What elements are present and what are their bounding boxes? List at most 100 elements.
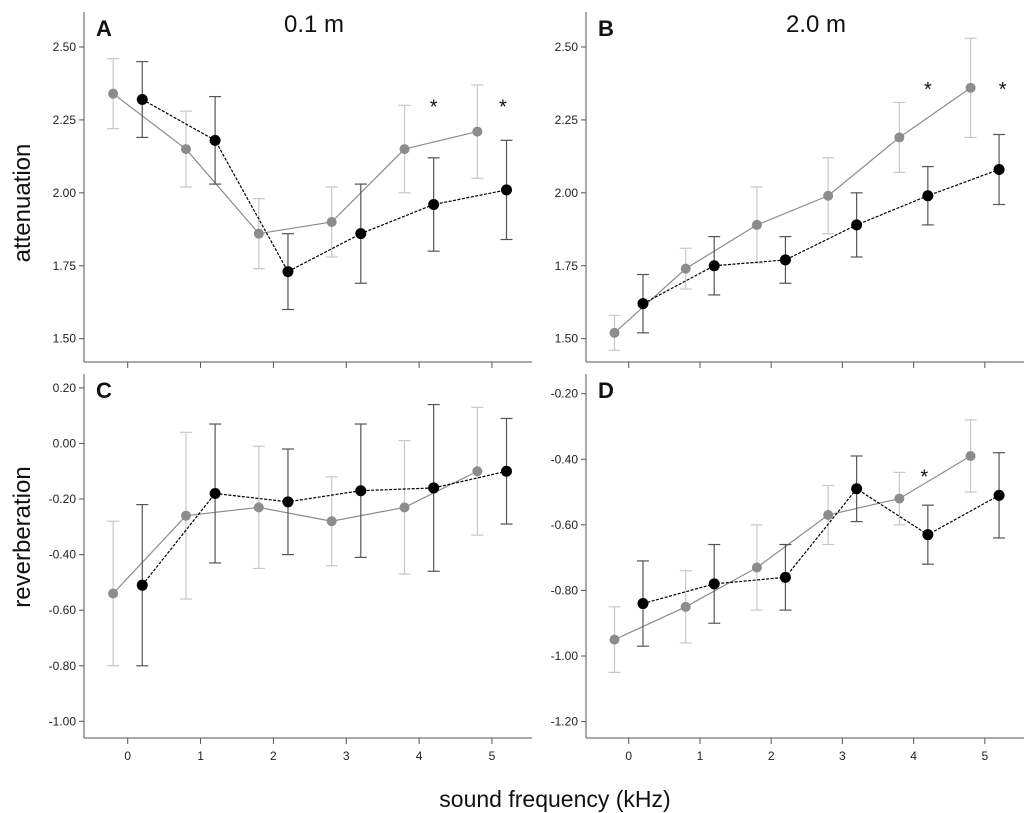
y-tick-label: 1.75 bbox=[53, 259, 77, 273]
panel-c: -1.00 -0.80 -0.60 -0.40 -0.20 0.00 0.20 0 1 2 3 4 5 C bbox=[49, 374, 532, 763]
data-point bbox=[327, 516, 337, 526]
data-point bbox=[709, 578, 720, 589]
data-point bbox=[355, 228, 366, 239]
column-title-left: 0.1 m bbox=[284, 11, 344, 38]
data-point bbox=[994, 164, 1005, 175]
x-tick-label: 1 bbox=[697, 749, 704, 763]
x-tick-label: 2 bbox=[270, 749, 277, 763]
significance-asterisk: * bbox=[920, 467, 928, 489]
series-line bbox=[614, 88, 970, 333]
data-point bbox=[922, 529, 933, 540]
significance-asterisk: * bbox=[430, 96, 438, 118]
xlabel-sound-frequency: sound frequency (kHz) bbox=[439, 786, 670, 812]
x-tick-label: 3 bbox=[343, 749, 350, 763]
y-tick-label: 0.00 bbox=[53, 436, 77, 450]
data-point bbox=[282, 266, 293, 277]
y-tick-label: 2.50 bbox=[53, 40, 77, 54]
y-tick-label: -0.20 bbox=[49, 492, 77, 506]
data-point bbox=[282, 496, 293, 507]
data-point bbox=[472, 466, 482, 476]
data-point bbox=[966, 83, 976, 93]
y-tick-label: 1.75 bbox=[555, 259, 579, 273]
data-point bbox=[181, 511, 191, 521]
data-point bbox=[894, 132, 904, 142]
series-line bbox=[142, 100, 506, 272]
series-gray bbox=[107, 407, 483, 665]
data-point bbox=[823, 191, 833, 201]
x-tick-label: 2 bbox=[768, 749, 775, 763]
x-tick-label: 5 bbox=[489, 749, 496, 763]
data-point bbox=[851, 483, 862, 494]
data-point bbox=[137, 580, 148, 591]
panel-b: 1.50 1.75 2.00 2.25 2.50 B * * bbox=[555, 12, 1024, 368]
series-line bbox=[142, 471, 506, 585]
y-tick-label: -0.60 bbox=[49, 603, 77, 617]
y-tick-label: -1.00 bbox=[551, 649, 579, 663]
data-point bbox=[472, 127, 482, 137]
data-point bbox=[137, 94, 148, 105]
data-point bbox=[994, 490, 1005, 501]
panel-a: 1.50 1.75 2.00 2.25 2.50 A * * bbox=[53, 12, 532, 368]
series-gray bbox=[608, 420, 976, 673]
data-point bbox=[637, 298, 648, 309]
data-point bbox=[752, 562, 762, 572]
x-tick-label: 5 bbox=[981, 749, 988, 763]
data-point bbox=[400, 502, 410, 512]
data-point bbox=[966, 451, 976, 461]
panel-letter: C bbox=[96, 378, 112, 403]
data-point bbox=[681, 602, 691, 612]
ylabel-reverberation: reverberation bbox=[9, 466, 36, 607]
data-point bbox=[181, 144, 191, 154]
y-tick-label: 0.20 bbox=[53, 381, 77, 395]
ylabel-attenuation: attenuation bbox=[9, 144, 36, 263]
y-tick-label: -0.80 bbox=[551, 583, 579, 597]
y-tick-label: -1.00 bbox=[49, 714, 77, 728]
data-point bbox=[823, 510, 833, 520]
data-point bbox=[609, 328, 619, 338]
data-point bbox=[327, 217, 337, 227]
x-tick-label: 3 bbox=[839, 749, 846, 763]
y-tick-label: -0.20 bbox=[551, 387, 579, 401]
series-line bbox=[113, 94, 477, 234]
data-point bbox=[501, 466, 512, 477]
data-point bbox=[108, 89, 118, 99]
panel-letter: B bbox=[598, 16, 614, 41]
data-point bbox=[609, 635, 619, 645]
series-black bbox=[136, 62, 512, 310]
y-tick-label: 2.25 bbox=[53, 113, 77, 127]
series-line bbox=[643, 170, 999, 304]
panel-letter: D bbox=[598, 378, 614, 403]
series-line bbox=[113, 471, 477, 593]
data-point bbox=[501, 184, 512, 195]
series-black bbox=[637, 135, 1005, 333]
x-tick-label: 0 bbox=[625, 749, 632, 763]
data-point bbox=[428, 199, 439, 210]
series-black bbox=[136, 405, 512, 666]
significance-asterisk: * bbox=[924, 79, 932, 101]
data-point bbox=[780, 254, 791, 265]
data-point bbox=[681, 264, 691, 274]
y-tick-label: 2.00 bbox=[53, 186, 77, 200]
panel-d: -1.20 -1.00 -0.80 -0.60 -0.40 -0.20 0 1 2 3 4 5 D * bbox=[551, 374, 1024, 763]
y-tick-label: 1.50 bbox=[53, 332, 77, 346]
x-tick-label: 4 bbox=[416, 749, 423, 763]
data-point bbox=[709, 260, 720, 271]
y-tick-label: 2.00 bbox=[555, 186, 579, 200]
data-point bbox=[400, 144, 410, 154]
column-title-right: 2.0 m bbox=[786, 11, 846, 38]
data-point bbox=[210, 135, 221, 146]
series-black bbox=[637, 453, 1005, 646]
y-tick-label: 1.50 bbox=[555, 332, 579, 346]
data-point bbox=[851, 219, 862, 230]
y-tick-label: -0.60 bbox=[551, 518, 579, 532]
data-point bbox=[637, 598, 648, 609]
series-gray bbox=[107, 59, 483, 269]
significance-asterisk: * bbox=[499, 96, 507, 118]
x-tick-label: 1 bbox=[197, 749, 204, 763]
data-point bbox=[355, 485, 366, 496]
y-tick-label: 2.25 bbox=[555, 113, 579, 127]
y-tick-label: -0.80 bbox=[49, 659, 77, 673]
data-point bbox=[922, 190, 933, 201]
data-point bbox=[210, 488, 221, 499]
